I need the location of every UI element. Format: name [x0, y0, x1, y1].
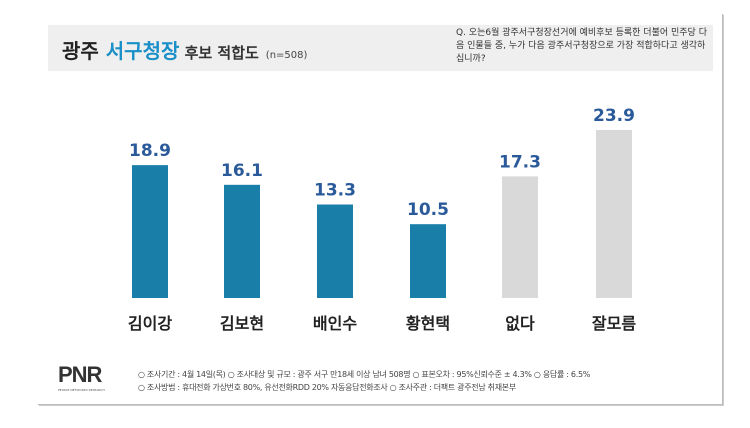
- data-label: 13.3: [314, 181, 356, 201]
- bar-4: [502, 176, 538, 298]
- survey-note-1: ○ 조사기간 : 4월 14일(목) ○ 조사대상 및 규모 : 광주 서구 만…: [138, 370, 591, 379]
- title-part: 후보 적합도: [179, 44, 259, 62]
- category-label: 황현택: [406, 314, 450, 333]
- data-label: 18.9: [129, 141, 171, 161]
- category-label: 김이강: [128, 314, 172, 333]
- pnr-logo: PNR: [58, 362, 102, 387]
- category-label: 김보현: [220, 314, 264, 333]
- bar-1: [224, 184, 260, 298]
- category-label: 배인수: [313, 314, 357, 333]
- category-label: 잘모름: [592, 314, 636, 333]
- data-label: 17.3: [499, 152, 541, 172]
- survey-note-2: ○ 조사방법 : 휴대전화 가상번호 80%, 유선전화RDD 20% 자동응답…: [138, 383, 516, 392]
- bar-2: [317, 204, 353, 298]
- sample-size: (n=508): [265, 50, 308, 61]
- chart-title: 광주 서구청장 후보 적합도 (n=508): [62, 35, 307, 64]
- data-label: 16.1: [221, 161, 263, 181]
- bar-3: [410, 224, 446, 298]
- data-label: 10.5: [407, 200, 449, 220]
- chart-frame: [38, 14, 723, 405]
- data-label: 23.9: [593, 106, 635, 126]
- header-band: 광주 서구청장 후보 적합도 (n=508) Q. 오는6월 광주서구청장선거에…: [48, 25, 713, 71]
- bar-5: [596, 129, 632, 298]
- category-label: 없다: [505, 314, 535, 333]
- title-part: 광주: [62, 39, 106, 63]
- question-text: Q. 오는6월 광주서구청장선거에 예비후보 등록한 더불어 민주당 다음 인물…: [456, 28, 707, 64]
- title-highlight: 서구청장: [105, 39, 180, 63]
- bar-0: [132, 165, 168, 298]
- logo-subtitle: PEOPLE NETWORKS RESEARCH: [58, 388, 105, 392]
